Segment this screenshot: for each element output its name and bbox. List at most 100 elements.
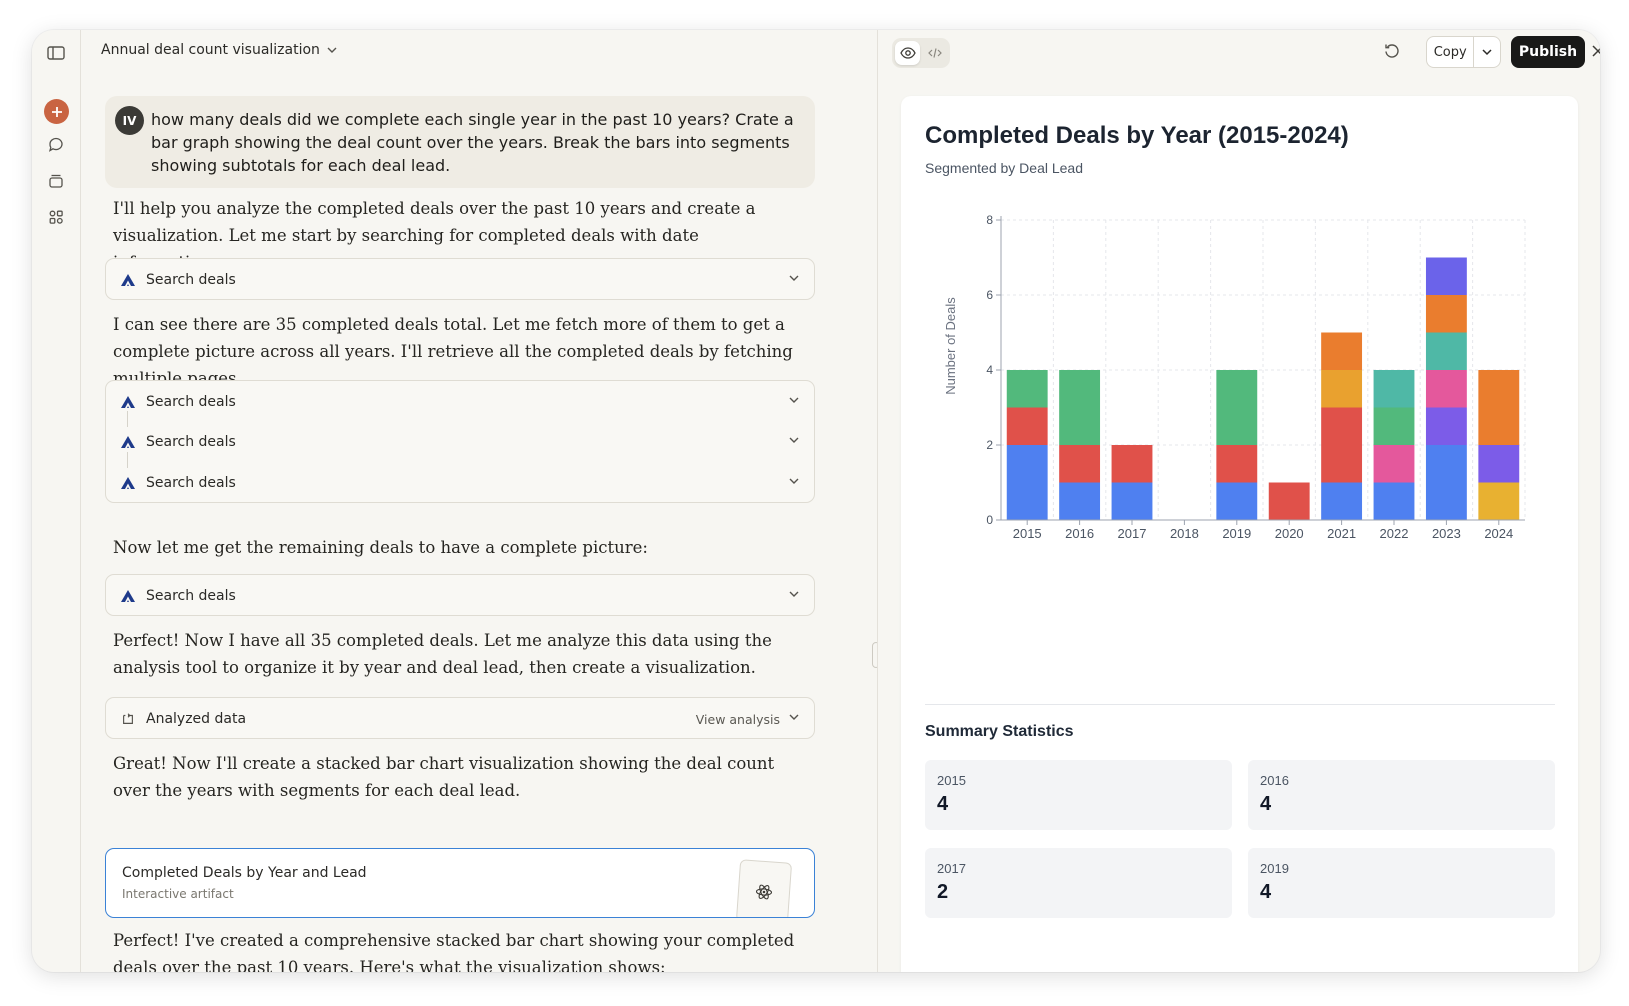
panel-toolbar: Copy Publish — [878, 30, 1600, 74]
app-window: Annual deal count visualization IV how m… — [32, 30, 1600, 972]
artifact-preview-card: Completed Deals by Year (2015-2024) Segm… — [901, 96, 1578, 972]
search-deals-icon — [121, 396, 135, 408]
tool-call-search[interactable]: Search deals — [105, 574, 815, 616]
tool-row[interactable]: Analyzed data View analysis — [106, 698, 814, 740]
bar-segment — [1006, 407, 1048, 445]
refresh-button[interactable] — [1383, 42, 1401, 64]
artifact-title: Completed Deals by Year and Lead — [122, 865, 367, 881]
tool-row[interactable]: Search deals — [106, 381, 814, 423]
tool-call-search[interactable]: Search deals — [105, 258, 815, 300]
assistant-paragraph: Perfect! Now I have all 35 completed dea… — [113, 631, 772, 677]
x-tick-label: 2015 — [1013, 526, 1042, 541]
copy-button[interactable]: Copy — [1427, 37, 1475, 67]
summary-title: Summary Statistics — [925, 723, 1074, 740]
search-deals-icon — [121, 274, 135, 286]
x-tick-label: 2024 — [1484, 526, 1513, 541]
bar-segment — [1425, 370, 1467, 408]
assistant-paragraph: Perfect! I've created a comprehensive st… — [113, 931, 795, 972]
user-message: IV how many deals did we complete each s… — [105, 96, 815, 188]
bar-segment — [1373, 445, 1415, 483]
assistant-paragraph: I'll help you analyze the completed deal… — [113, 199, 756, 272]
chevron-down-icon — [327, 47, 337, 53]
bar-segment — [1478, 482, 1520, 520]
stat-year: 2017 — [937, 861, 966, 876]
bar-segment — [1478, 445, 1520, 483]
bar-segment — [1425, 257, 1467, 295]
artifact-thumbnail — [735, 859, 793, 917]
connector-line — [127, 452, 128, 468]
bar-segment — [1006, 370, 1048, 408]
tool-label: Search deals — [146, 475, 236, 491]
x-tick-label: 2017 — [1118, 526, 1147, 541]
eye-icon — [899, 47, 916, 59]
bar-segment — [1268, 482, 1310, 520]
chats-icon[interactable] — [44, 133, 68, 157]
search-deals-icon — [121, 590, 135, 602]
plus-icon — [51, 106, 62, 117]
copy-options-button[interactable] — [1474, 37, 1500, 67]
copy-button-group: Copy — [1426, 36, 1501, 68]
x-tick-label: 2019 — [1222, 526, 1251, 541]
y-tick-label: 2 — [986, 438, 993, 452]
bar-segment — [1111, 445, 1153, 483]
bar-segment — [1321, 370, 1363, 408]
close-panel-button[interactable] — [1590, 43, 1600, 63]
chevron-down-icon — [1482, 49, 1492, 56]
tool-row[interactable]: Search deals — [106, 575, 814, 617]
chat-column: Annual deal count visualization IV how m… — [81, 30, 877, 972]
x-tick-label: 2023 — [1432, 526, 1461, 541]
chevron-down-icon — [789, 397, 799, 403]
artifact-card[interactable]: Completed Deals by Year and Lead Interac… — [105, 848, 815, 918]
y-axis-label: Number of Deals — [943, 297, 958, 395]
bar-segment — [1373, 482, 1415, 520]
bar-segment — [1425, 407, 1467, 445]
y-tick-label: 4 — [986, 363, 993, 377]
projects-icon[interactable] — [44, 169, 68, 193]
chevron-down-icon — [789, 714, 799, 720]
bar-segment — [1425, 295, 1467, 333]
stat-year: 2016 — [1260, 773, 1289, 788]
conversation-title-button[interactable]: Annual deal count visualization — [101, 42, 338, 58]
view-mode-toggle — [892, 38, 950, 68]
tool-row[interactable]: Search deals — [106, 462, 814, 504]
new-chat-button[interactable] — [44, 99, 69, 124]
tool-label: Search deals — [146, 588, 236, 604]
bar-segment — [1425, 445, 1467, 520]
stat-value: 4 — [1260, 793, 1272, 815]
x-tick-label: 2022 — [1380, 526, 1409, 541]
chevron-down-icon — [789, 478, 799, 484]
search-deals-icon — [121, 436, 135, 448]
preview-tab[interactable] — [895, 41, 920, 65]
chevron-down-icon — [789, 591, 799, 597]
bar-segment — [1478, 370, 1520, 445]
close-icon — [1592, 45, 1600, 57]
tool-row[interactable]: Search deals — [106, 259, 814, 301]
x-tick-label: 2016 — [1065, 526, 1094, 541]
stat-card: 2015 4 — [925, 760, 1232, 830]
stat-year: 2015 — [937, 773, 966, 788]
tool-label: Analyzed data — [146, 711, 247, 727]
artifact-subtitle: Interactive artifact — [122, 887, 234, 901]
assistant-paragraph: Great! Now I'll create a stacked bar cha… — [113, 754, 775, 800]
publish-button[interactable]: Publish — [1511, 36, 1585, 68]
tool-call-analysis[interactable]: Analyzed data View analysis — [105, 697, 815, 739]
view-analysis-link[interactable]: View analysis — [695, 711, 780, 727]
chart-title: Completed Deals by Year (2015-2024) — [925, 122, 1349, 149]
bar-segment — [1321, 482, 1363, 520]
bar-segment — [1111, 482, 1153, 520]
code-tab[interactable] — [922, 41, 947, 65]
tool-row[interactable]: Search deals — [106, 421, 814, 463]
tool-label: Search deals — [146, 272, 236, 288]
conversation-title: Annual deal count visualization — [101, 42, 320, 58]
bar-segment — [1373, 370, 1415, 408]
sidebar-toggle-icon[interactable] — [44, 41, 68, 65]
bar-segment — [1059, 445, 1101, 483]
artifacts-icon[interactable] — [44, 205, 68, 229]
x-tick-label: 2021 — [1327, 526, 1356, 541]
tool-call-group: Search deals Search deals Search deals — [105, 380, 815, 503]
bar-segment — [1216, 445, 1258, 483]
x-tick-label: 2020 — [1275, 526, 1304, 541]
bar-segment — [1059, 370, 1101, 445]
code-icon — [927, 48, 942, 58]
bar-segment — [1373, 407, 1415, 445]
